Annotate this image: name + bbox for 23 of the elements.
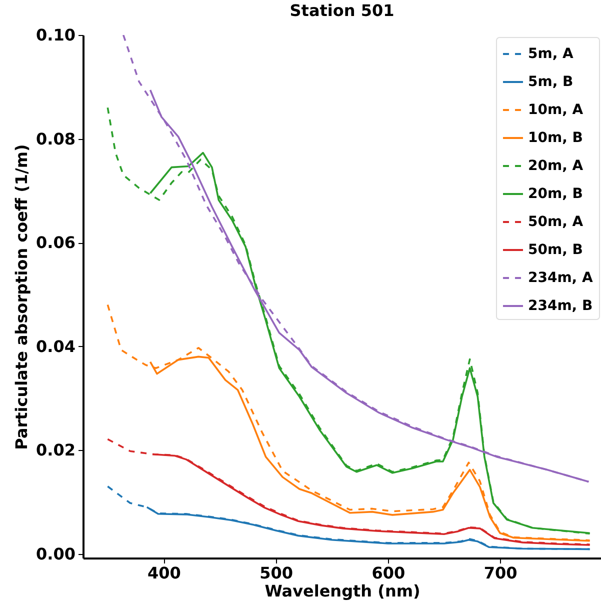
y-tick-label: 0.08 xyxy=(36,129,76,148)
legend-label: 234m, A xyxy=(528,270,594,286)
legend-label: 50m, B xyxy=(528,242,583,258)
y-tick-label: 0.04 xyxy=(36,336,76,356)
x-axis-title: Wavelength (nm) xyxy=(264,582,420,600)
x-tick-label: 700 xyxy=(484,564,518,582)
chart-title: Station 501 xyxy=(290,1,394,20)
legend-label: 20m, B xyxy=(528,186,583,202)
y-tick-label: 0.02 xyxy=(36,440,76,460)
x-tick-label: 500 xyxy=(260,564,294,582)
y-axis-title: Particulate absorption coeff (1/m) xyxy=(12,144,32,450)
legend-label: 5m, A xyxy=(528,46,574,62)
y-tick-label: 0.00 xyxy=(36,544,76,564)
y-tick-label: 0.10 xyxy=(36,26,76,44)
legend-label: 50m, A xyxy=(528,214,584,230)
legend-label: 10m, A xyxy=(528,102,584,118)
y-tick-label: 0.06 xyxy=(36,233,76,252)
x-tick-label: 600 xyxy=(372,564,406,582)
legend-label: 20m, A xyxy=(528,158,584,174)
legend-label: 234m, B xyxy=(528,298,593,314)
legend-label: 5m, B xyxy=(528,74,574,90)
legend-label: 10m, B xyxy=(528,130,583,146)
x-tick-label: 400 xyxy=(148,564,181,582)
